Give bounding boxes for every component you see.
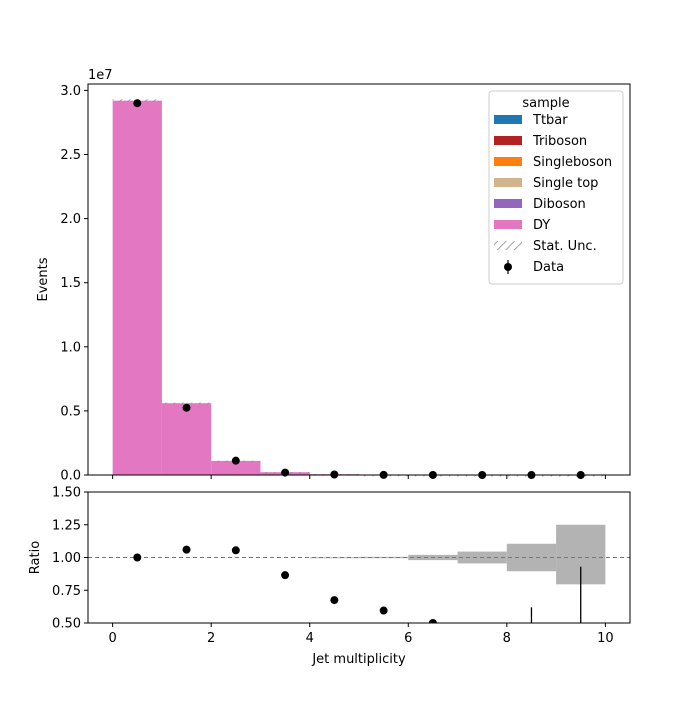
legend-swatch xyxy=(494,241,522,250)
legend: sample Ttbar Triboson Singleboson Single top… xyxy=(489,91,623,284)
scale-exponent-label: 1e7 xyxy=(88,68,113,83)
ratio-x-tick-label: 4 xyxy=(306,631,314,646)
ratio-point xyxy=(232,546,240,554)
legend-marker xyxy=(504,263,512,271)
legend-title: sample xyxy=(522,96,569,111)
stack-bar-dy xyxy=(113,101,162,475)
main-y-tick-label: 0.0 xyxy=(60,469,81,484)
legend-swatch xyxy=(494,157,522,166)
x-axis-label: Jet multiplicity xyxy=(311,652,406,667)
legend-swatch xyxy=(494,220,522,229)
main-y-axis-label: Events xyxy=(36,257,51,301)
legend-swatch xyxy=(494,115,522,124)
ratio-y-tick-label: 0.50 xyxy=(52,617,81,632)
ratio-x-tick-label: 2 xyxy=(207,631,215,646)
legend-entry-label: Ttbar xyxy=(532,113,568,128)
main-y-tick-label: 3.0 xyxy=(60,84,81,99)
stack-bar-dy xyxy=(162,403,211,475)
ratio-point xyxy=(380,607,388,615)
ratio-point xyxy=(133,554,141,562)
ratio-x-tick-label: 6 xyxy=(404,631,412,646)
main-y-tick-label: 2.5 xyxy=(60,148,81,163)
ratio-y-tick-label: 1.00 xyxy=(52,551,81,566)
legend-entry-label: Triboson xyxy=(532,134,587,149)
data-point xyxy=(133,99,141,107)
legend-swatch xyxy=(494,136,522,145)
main-y-tick-label: 1.0 xyxy=(60,340,81,355)
main-panel: 0.0 0.5 1.0 1.5 2.0 2.5 3.0 1e7 Events sample Ttba… xyxy=(36,68,630,484)
data-point xyxy=(330,470,338,478)
ratio-point xyxy=(330,596,338,604)
legend-entry-label: Diboson xyxy=(533,197,586,212)
ratio-x-tick-label: 0 xyxy=(108,631,116,646)
ratio-y-tick-label: 1.50 xyxy=(52,486,81,501)
ratio-panel: 0 2 4 6 8 10 0.50 0.75 1.00 1.25 1.50 Jet multiplic… xyxy=(28,486,635,668)
main-y-tick-label: 0.5 xyxy=(60,404,81,419)
ratio-y-tick-label: 0.75 xyxy=(52,584,81,599)
ratio-y-axis-label: Ratio xyxy=(28,541,43,574)
legend-entry-label: Single top xyxy=(533,176,598,191)
ratio-point xyxy=(281,571,289,579)
ratio-y-tick-label: 1.25 xyxy=(52,518,81,533)
legend-entry-label: Singleboson xyxy=(533,155,612,170)
main-y-tick-label: 1.5 xyxy=(60,276,81,291)
data-point xyxy=(183,404,191,412)
legend-entry-label: Stat. Unc. xyxy=(533,239,597,254)
legend-entry-label: Data xyxy=(533,260,564,275)
legend-swatch xyxy=(494,199,522,208)
legend-swatch xyxy=(494,178,522,187)
legend-entry-label: DY xyxy=(533,218,550,233)
ratio-x-tick-label: 10 xyxy=(597,631,614,646)
data-point xyxy=(232,457,240,465)
main-y-tick-label: 2.0 xyxy=(60,212,81,227)
ratio-x-tick-label: 8 xyxy=(503,631,511,646)
ratio-point xyxy=(183,546,191,554)
ratio-clip-mask xyxy=(83,624,635,630)
